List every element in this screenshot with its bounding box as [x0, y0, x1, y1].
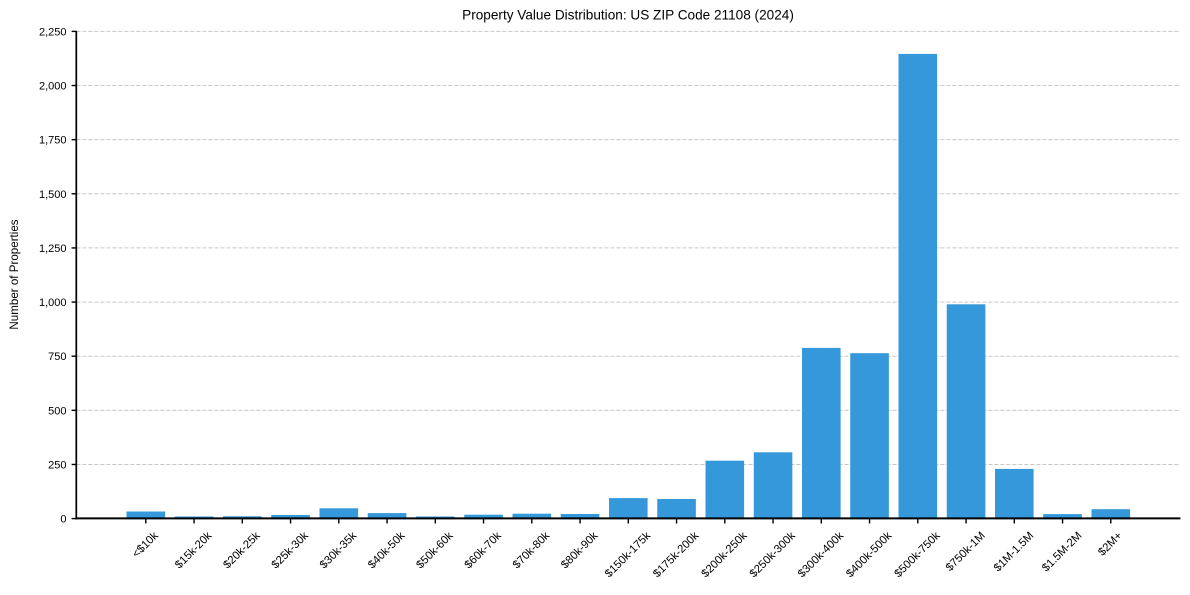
svg-text:1,000: 1,000 — [39, 297, 67, 309]
svg-text:0: 0 — [60, 514, 66, 526]
svg-text:2,000: 2,000 — [39, 81, 67, 93]
svg-text:750: 750 — [48, 351, 66, 363]
svg-text:1,250: 1,250 — [39, 243, 67, 255]
svg-text:1,750: 1,750 — [39, 135, 67, 147]
svg-text:250: 250 — [48, 459, 66, 471]
svg-text:1,500: 1,500 — [39, 189, 67, 201]
svg-text:Property Value Distribution: U: Property Value Distribution: US ZIP Code… — [462, 7, 794, 22]
svg-text:500: 500 — [48, 405, 66, 417]
svg-text:2,250: 2,250 — [39, 26, 67, 38]
svg-text:Number of Properties: Number of Properties — [8, 219, 21, 329]
